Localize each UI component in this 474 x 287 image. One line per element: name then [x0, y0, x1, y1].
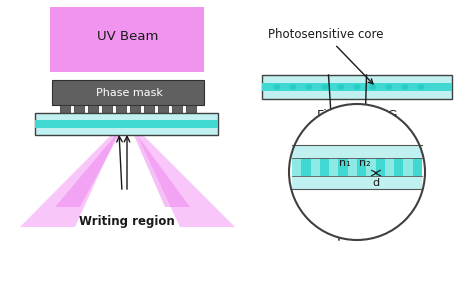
- Bar: [35, 113, 218, 135]
- Bar: [292, 158, 422, 176]
- Ellipse shape: [337, 84, 345, 90]
- Bar: [385, 158, 394, 176]
- Bar: [366, 158, 375, 176]
- Bar: [262, 83, 452, 91]
- Ellipse shape: [306, 84, 312, 90]
- Bar: [329, 158, 338, 176]
- Ellipse shape: [418, 84, 425, 90]
- Polygon shape: [125, 115, 129, 117]
- Bar: [74, 105, 84, 117]
- Text: Photosensitive core: Photosensitive core: [268, 28, 383, 84]
- Bar: [262, 75, 452, 99]
- Bar: [35, 120, 218, 128]
- Bar: [310, 158, 320, 176]
- Text: Finished FBG: Finished FBG: [317, 109, 397, 122]
- Ellipse shape: [354, 84, 361, 90]
- Polygon shape: [95, 115, 99, 117]
- Ellipse shape: [290, 84, 297, 90]
- Text: d: d: [373, 178, 380, 188]
- Bar: [88, 105, 98, 117]
- Ellipse shape: [273, 84, 281, 90]
- Bar: [102, 105, 112, 117]
- Polygon shape: [132, 124, 235, 227]
- Bar: [172, 105, 182, 117]
- Polygon shape: [129, 124, 190, 207]
- Polygon shape: [135, 115, 139, 117]
- Polygon shape: [115, 115, 119, 117]
- Text: n₂: n₂: [359, 158, 371, 168]
- Bar: [60, 105, 70, 117]
- Bar: [158, 105, 168, 117]
- Bar: [116, 105, 126, 117]
- Ellipse shape: [321, 84, 328, 90]
- Polygon shape: [105, 115, 109, 117]
- Ellipse shape: [401, 84, 409, 90]
- Polygon shape: [20, 124, 122, 227]
- Bar: [403, 158, 413, 176]
- Ellipse shape: [385, 84, 392, 90]
- Text: UV Beam: UV Beam: [97, 30, 159, 42]
- Bar: [50, 7, 204, 72]
- Bar: [292, 158, 301, 176]
- Text: Phase mask: Phase mask: [96, 88, 163, 98]
- Polygon shape: [55, 124, 125, 207]
- Circle shape: [289, 104, 425, 240]
- Bar: [348, 158, 357, 176]
- Text: n₁: n₁: [339, 158, 351, 168]
- Text: Writing region: Writing region: [79, 215, 175, 228]
- Bar: [52, 80, 204, 105]
- Bar: [130, 105, 140, 117]
- Bar: [292, 145, 422, 189]
- Polygon shape: [145, 115, 149, 117]
- Bar: [186, 105, 196, 117]
- Bar: [144, 105, 154, 117]
- Ellipse shape: [370, 84, 376, 90]
- Polygon shape: [155, 115, 159, 117]
